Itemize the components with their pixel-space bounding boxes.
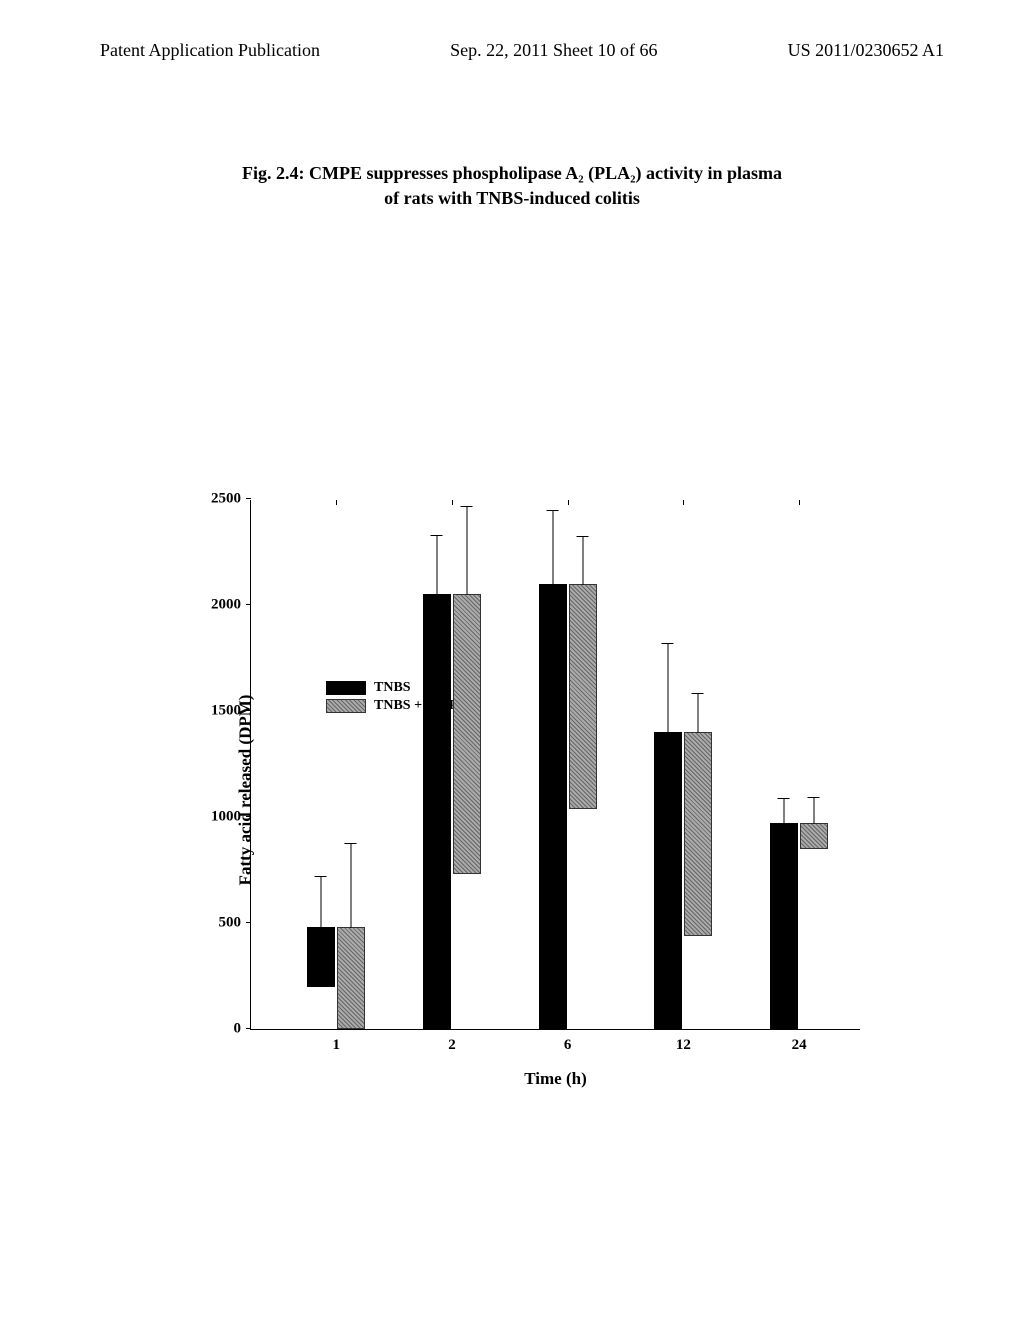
error-bar [784, 798, 785, 823]
error-bar [552, 510, 553, 584]
x-tick-mark [683, 500, 684, 505]
bar-cmpe [684, 732, 712, 936]
error-bar [698, 693, 699, 733]
x-axis-label: Time (h) [524, 1069, 587, 1089]
figure-title: Fig. 2.4: CMPE suppresses phospholipase … [0, 161, 1024, 211]
header-right: US 2011/0230652 A1 [788, 40, 944, 61]
legend-swatch-solid [326, 681, 366, 695]
error-cap [315, 876, 327, 877]
x-tick-mark [452, 500, 453, 505]
y-tick-label: 1000 [211, 809, 251, 826]
error-cap [430, 535, 442, 536]
figure-title-line2: of rats with TNBS-induced colitis [120, 186, 904, 211]
error-bar [436, 535, 437, 594]
bar-cmpe [800, 823, 828, 848]
y-tick-mark [246, 710, 251, 711]
bar-tnbs [654, 732, 682, 1029]
x-tick-label: 12 [676, 1029, 691, 1054]
error-cap [808, 797, 820, 798]
error-bar [351, 843, 352, 928]
y-tick-mark [246, 922, 251, 923]
y-tick-mark [246, 498, 251, 499]
error-bar [466, 506, 467, 595]
legend-label-tnbs: TNBS [374, 680, 411, 696]
error-cap [778, 798, 790, 799]
bar-group [423, 594, 481, 1029]
error-cap [692, 693, 704, 694]
bar-tnbs [539, 584, 567, 1029]
error-cap [662, 643, 674, 644]
error-bar [814, 797, 815, 825]
bar-tnbs [423, 594, 451, 1029]
bar-cmpe [569, 584, 597, 809]
y-tick-label: 2000 [211, 597, 251, 614]
x-tick-label: 1 [333, 1029, 341, 1054]
bar-group [539, 584, 597, 1029]
y-tick-label: 0 [234, 1021, 252, 1038]
page-header: Patent Application Publication Sep. 22, … [0, 0, 1024, 61]
x-tick-mark [568, 500, 569, 505]
bar-group [654, 732, 712, 1029]
bar-tnbs [307, 927, 335, 986]
header-left: Patent Application Publication [100, 40, 320, 61]
chart-container: Fatty acid released (DPM) TNBS TNBS + CM… [180, 480, 880, 1100]
error-bar [321, 876, 322, 927]
y-tick-mark [246, 816, 251, 817]
y-tick-mark [246, 604, 251, 605]
error-cap [546, 510, 558, 511]
y-tick-label: 1500 [211, 703, 251, 720]
error-bar [668, 643, 669, 732]
bar-group [307, 927, 365, 1029]
error-cap [576, 536, 588, 537]
plot-area: TNBS TNBS + CMPE 05001000150020002500 12… [250, 500, 860, 1030]
error-cap [460, 506, 472, 507]
y-tick-mark [246, 1028, 251, 1029]
error-cap [345, 843, 357, 844]
bar-group [770, 823, 828, 1029]
bar-cmpe [453, 594, 481, 874]
y-tick-label: 500 [219, 915, 252, 932]
error-bar [582, 536, 583, 585]
figure-title-line1: Fig. 2.4: CMPE suppresses phospholipase … [120, 161, 904, 186]
x-tick-mark [799, 500, 800, 505]
x-tick-label: 2 [448, 1029, 456, 1054]
x-tick-label: 24 [792, 1029, 807, 1054]
x-tick-mark [336, 500, 337, 505]
y-tick-label: 2500 [211, 491, 251, 508]
legend-swatch-hatched [326, 699, 366, 713]
x-tick-label: 6 [564, 1029, 572, 1054]
bar-cmpe [337, 927, 365, 1029]
header-center: Sep. 22, 2011 Sheet 10 of 66 [450, 40, 657, 61]
bar-tnbs [770, 823, 798, 1029]
